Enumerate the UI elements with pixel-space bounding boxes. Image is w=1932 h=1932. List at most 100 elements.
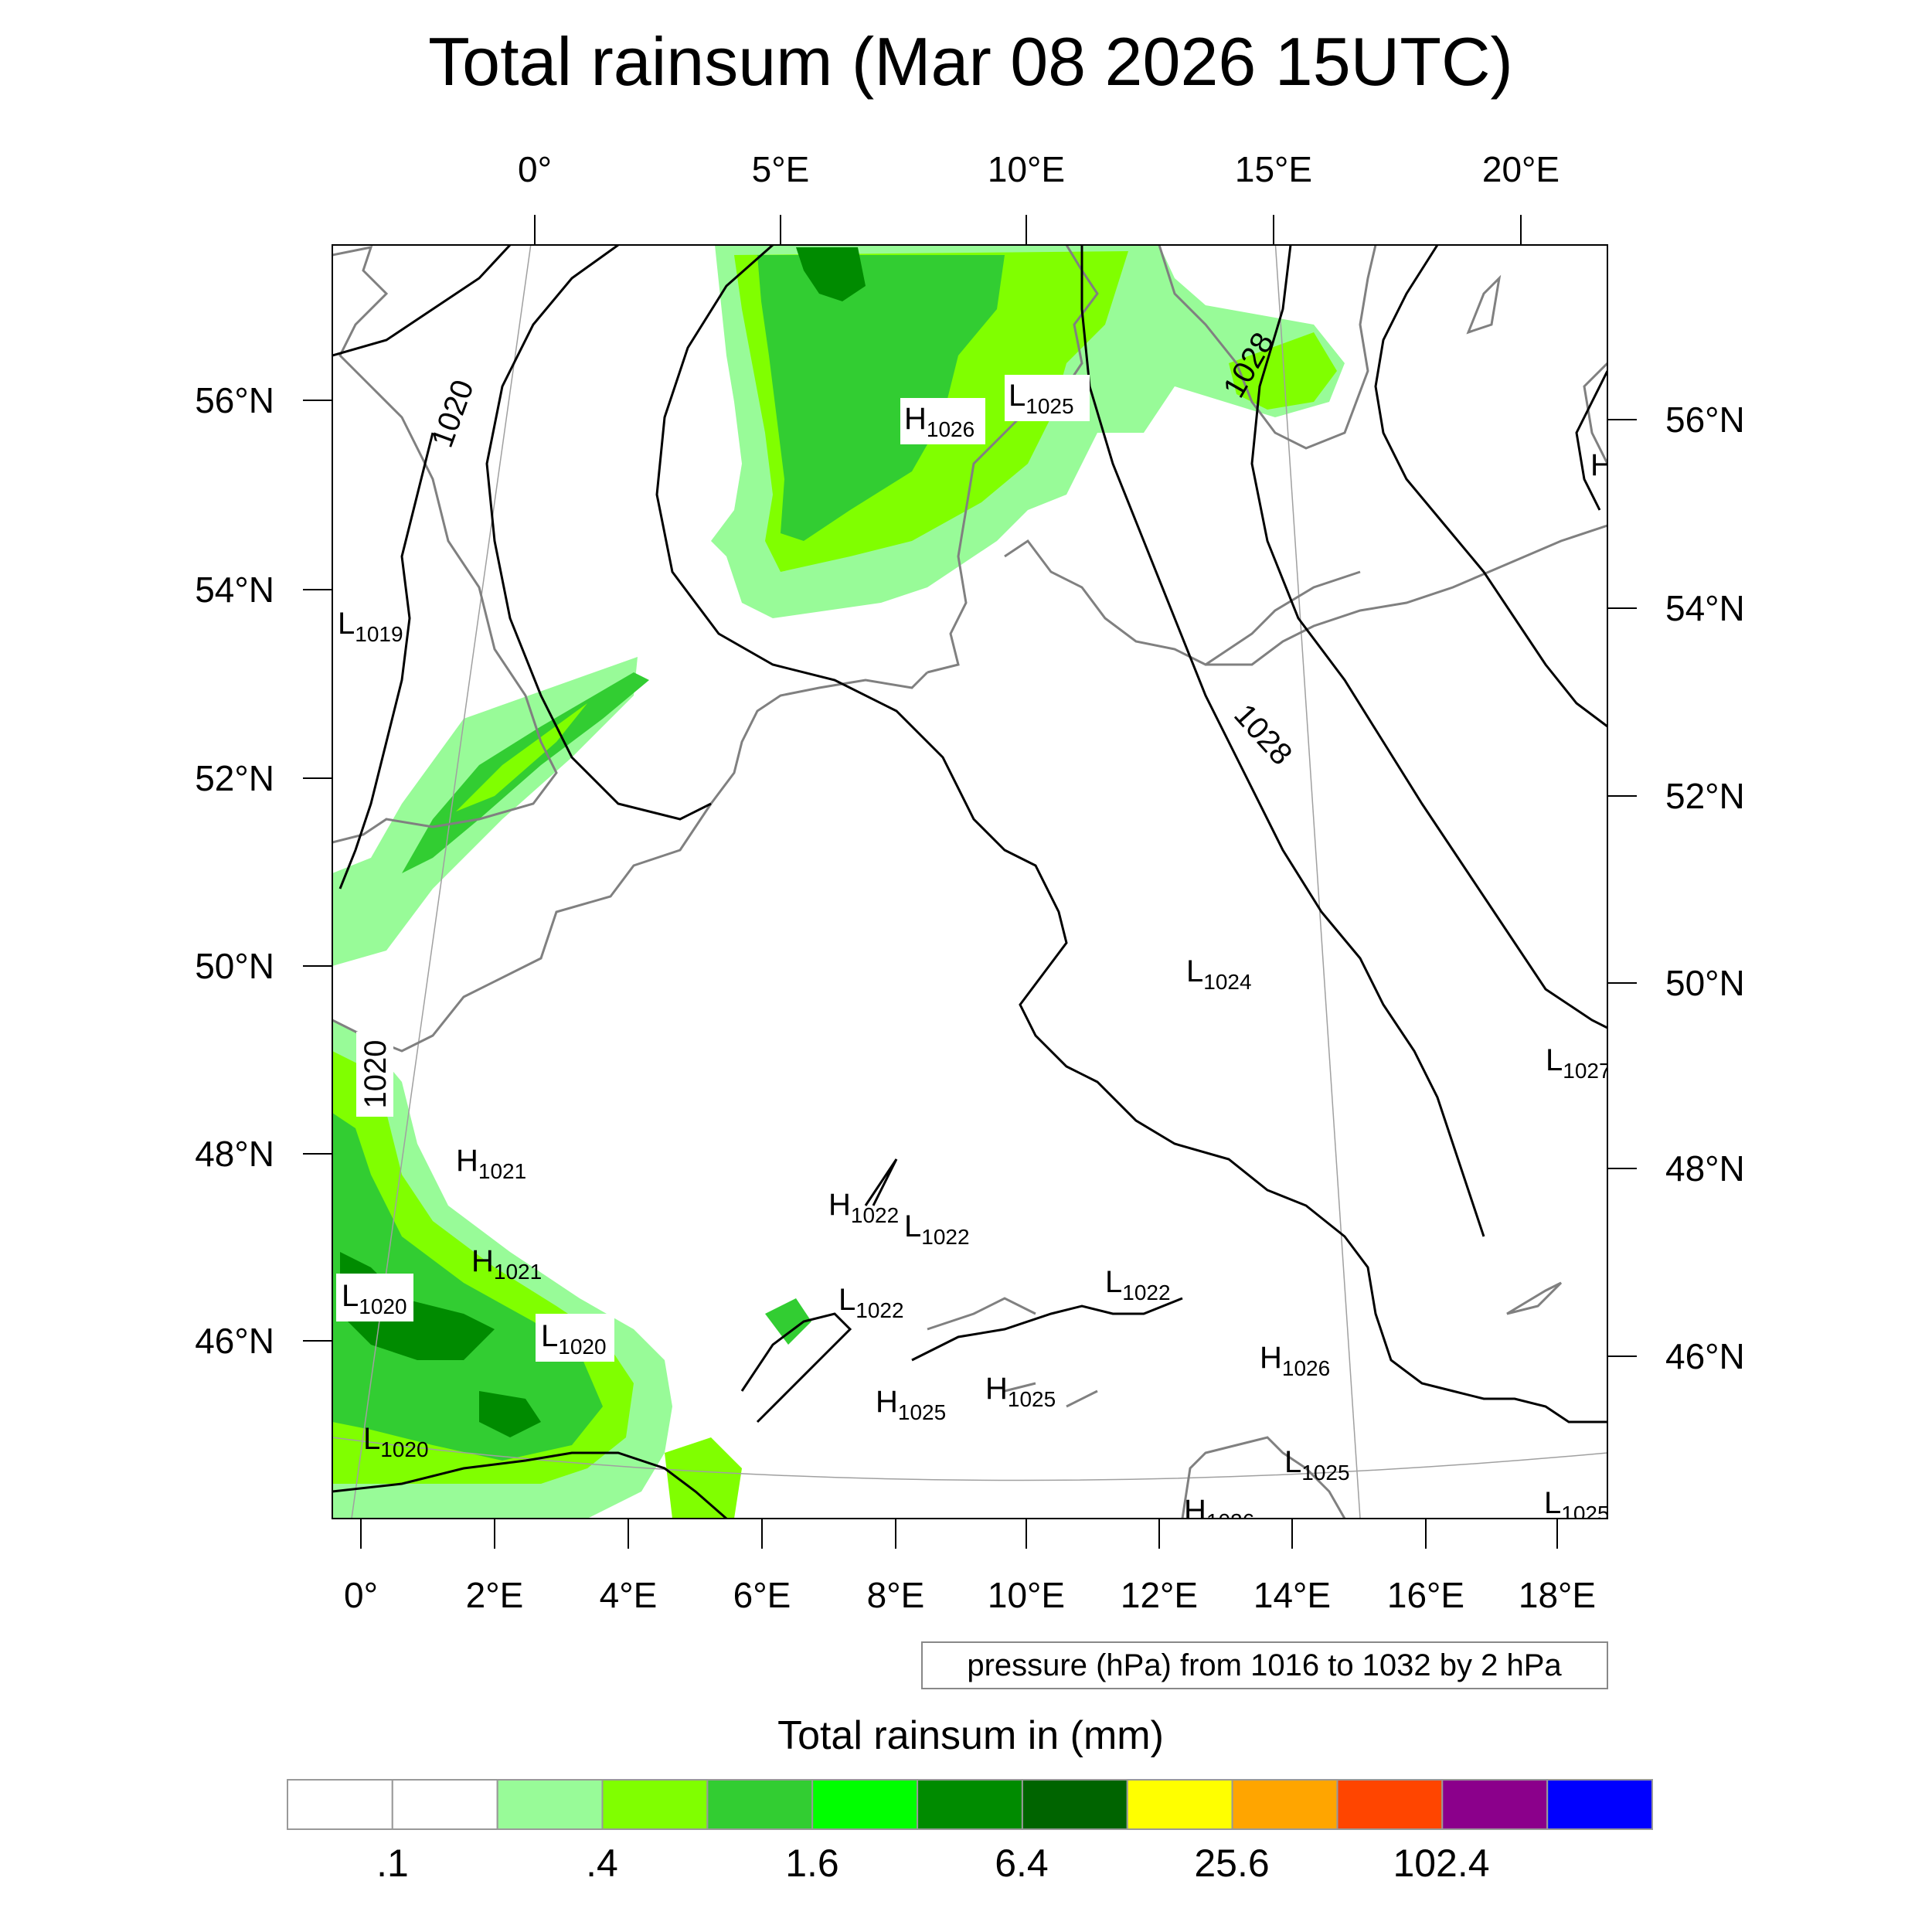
center-label-bg	[900, 398, 985, 444]
parallel-45n	[332, 1437, 1607, 1481]
pressure-center: L1025	[1284, 1445, 1350, 1485]
colorbar-box	[287, 1779, 393, 1830]
center-value: 1026	[1206, 1509, 1254, 1533]
top-lon-label: 0°	[518, 149, 552, 189]
colorbar-box	[917, 1779, 1023, 1830]
left-lat-label: 46°N	[195, 1321, 274, 1361]
rain-area-channel-lime	[456, 703, 587, 811]
colorbar-box	[1441, 1779, 1549, 1830]
center-value: 1026	[1282, 1356, 1330, 1380]
svg-text:L1020: L1020	[541, 1319, 607, 1359]
svg-text:H1025: H1025	[985, 1372, 1056, 1411]
center-value: 1025	[1026, 394, 1073, 418]
colorbar-box	[1021, 1779, 1128, 1830]
bottom-lon-label: 18°E	[1519, 1575, 1596, 1615]
pressure-center: H1022	[828, 1188, 899, 1227]
colorbar-boxes	[287, 1779, 1653, 1830]
coast-great-britain	[332, 246, 558, 844]
left-lat-label: 52°N	[195, 758, 274, 798]
pressure-center: L1022	[904, 1209, 970, 1249]
svg-text:H: H	[1590, 448, 1613, 482]
top-lon-label: 20°E	[1482, 149, 1560, 189]
center-kind: L	[1105, 1265, 1122, 1299]
pressure-center: H1025	[876, 1385, 946, 1424]
meridian-15e	[1274, 245, 1361, 1519]
center-kind: H	[471, 1244, 494, 1278]
rain-area-north-mid	[757, 255, 1005, 541]
coast-denmark	[1065, 245, 1099, 387]
svg-text:H1026: H1026	[1260, 1341, 1330, 1380]
center-value: 1027	[1563, 1059, 1611, 1083]
colorbar-label: 102.4	[1393, 1842, 1489, 1885]
isobar-1020-central	[485, 245, 712, 821]
center-kind: L	[904, 1209, 921, 1243]
top-lon-label: 15°E	[1235, 149, 1312, 189]
bottom-lon-label: 12°E	[1121, 1575, 1198, 1615]
center-label-bg	[1005, 375, 1090, 421]
colorbar-labels: .1 .4 1.6 6.4 25.6 102.4	[376, 1842, 1489, 1885]
top-lon-labels: 0° 5°E 10°E 15°E 20°E	[518, 149, 1560, 189]
pressure-center: L1020	[363, 1422, 429, 1461]
svg-text:L1020: L1020	[342, 1279, 407, 1318]
tick-marks	[303, 215, 1637, 1549]
coastlines	[332, 245, 1607, 1519]
center-value: 1021	[478, 1159, 526, 1183]
center-value: 1020	[359, 1294, 406, 1318]
pressure-center: H1026	[900, 398, 985, 444]
isobar-1020-west	[338, 432, 434, 889]
rain-area-alps-west	[665, 1437, 742, 1519]
bottom-lon-label: 6°E	[733, 1575, 791, 1615]
svg-text:L1025: L1025	[1544, 1486, 1610, 1526]
coast-continent	[332, 671, 929, 1053]
center-value: 1024	[1203, 970, 1251, 994]
coast-gotland	[1466, 274, 1502, 335]
rain-area-southwest-dark-2	[479, 1391, 541, 1437]
center-kind: L	[1546, 1043, 1563, 1077]
pressure-center: H1021	[471, 1244, 542, 1284]
svg-text:H1025: H1025	[876, 1385, 946, 1424]
coast-lakes-alps	[927, 1297, 1098, 1408]
contour-label-1020-west: 1020	[356, 1032, 393, 1117]
pressure-center: H1021	[456, 1144, 526, 1183]
rain-area-channel-mid	[402, 672, 649, 873]
pressure-center: L1025	[1005, 375, 1090, 421]
bottom-lon-label: 16°E	[1387, 1575, 1464, 1615]
svg-text:L1022: L1022	[1105, 1265, 1171, 1304]
coast-baltic-south	[1206, 524, 1607, 666]
svg-text:H1022: H1022	[828, 1188, 899, 1227]
bottom-lon-label: 14°E	[1253, 1575, 1331, 1615]
right-lat-label: 52°N	[1665, 776, 1745, 816]
coast-sweden	[1158, 245, 1377, 450]
center-kind: L	[342, 1279, 359, 1313]
center-kind: L	[1544, 1486, 1561, 1520]
center-value: 1025	[1301, 1461, 1349, 1485]
svg-text:L1020: L1020	[363, 1422, 429, 1461]
pressure-center: L1024	[1186, 954, 1252, 994]
bottom-lon-label: 8°E	[867, 1575, 925, 1615]
rain-area-north-dark	[796, 247, 866, 301]
right-lat-label: 48°N	[1665, 1148, 1745, 1189]
rain-area-kattegat	[1229, 332, 1337, 410]
left-lat-label: 54°N	[195, 570, 274, 610]
colorbar-box	[811, 1779, 918, 1830]
center-kind: L	[1186, 954, 1203, 988]
isobar-1026	[1250, 245, 1607, 1029]
center-value: 1025	[898, 1400, 946, 1424]
pressure-center: L1022	[838, 1283, 904, 1322]
colorbar-box	[1546, 1779, 1653, 1830]
center-kind: H	[456, 1144, 478, 1178]
center-kind: H	[1590, 448, 1613, 482]
contour-label-bg	[1221, 690, 1306, 778]
pressure-center: L1019	[338, 607, 403, 646]
svg-text:L1022: L1022	[904, 1209, 970, 1249]
center-kind: L	[363, 1422, 380, 1456]
center-kind: H	[1184, 1494, 1206, 1528]
svg-text:H1021: H1021	[456, 1144, 526, 1183]
center-kind: H	[985, 1372, 1008, 1406]
svg-text:L1025: L1025	[1009, 379, 1074, 418]
isobar-alps-3	[911, 1297, 1183, 1362]
svg-text:L1025: L1025	[1284, 1445, 1350, 1485]
contour-info-text: pressure (hPa) from 1016 to 1032 by 2 hP…	[967, 1648, 1562, 1682]
center-label-bg	[536, 1314, 614, 1362]
